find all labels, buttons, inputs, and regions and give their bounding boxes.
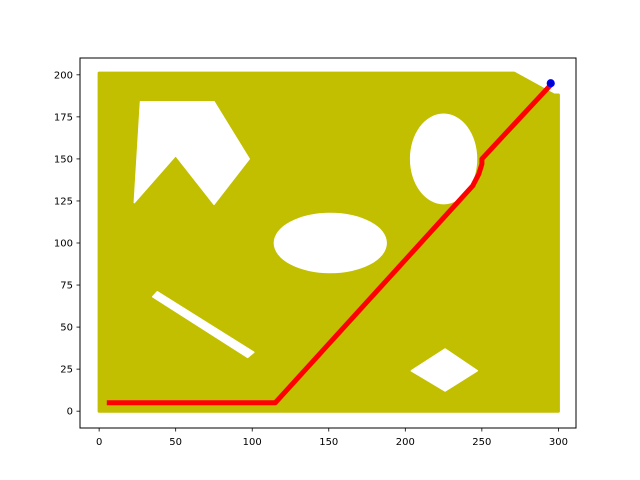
y-tick-label: 200 <box>54 70 73 81</box>
y-tick-label: 25 <box>60 365 73 376</box>
circle-right-obstacle <box>409 113 478 205</box>
obstacles <box>133 100 479 392</box>
path-line <box>106 83 553 406</box>
x-tick-label: 50 <box>169 437 182 448</box>
x-tick-label: 200 <box>396 437 415 448</box>
y-axis: 0 25 50 75 100 125 150 175 200 <box>54 70 80 418</box>
y-tick-label: 175 <box>54 112 73 123</box>
x-tick-label: 300 <box>549 437 568 448</box>
bar-obstacle <box>151 291 255 359</box>
goal-marker <box>546 79 555 88</box>
x-tick-label: 250 <box>472 437 491 448</box>
y-tick-label: 125 <box>54 196 73 207</box>
x-tick-label: 150 <box>319 437 338 448</box>
plot-area <box>97 71 560 413</box>
pentagon-obstacle <box>133 100 250 206</box>
diamond-obstacle <box>410 348 479 392</box>
x-tick-label: 100 <box>243 437 262 448</box>
oval-left-obstacle <box>273 212 387 274</box>
x-axis: 0 50 100 150 200 250 300 <box>96 428 568 448</box>
y-tick-label: 50 <box>60 323 73 334</box>
y-tick-label: 75 <box>60 281 73 292</box>
y-tick-label: 0 <box>67 407 73 418</box>
x-tick-label: 0 <box>96 437 102 448</box>
y-tick-label: 100 <box>54 239 73 250</box>
y-tick-label: 150 <box>54 154 73 165</box>
